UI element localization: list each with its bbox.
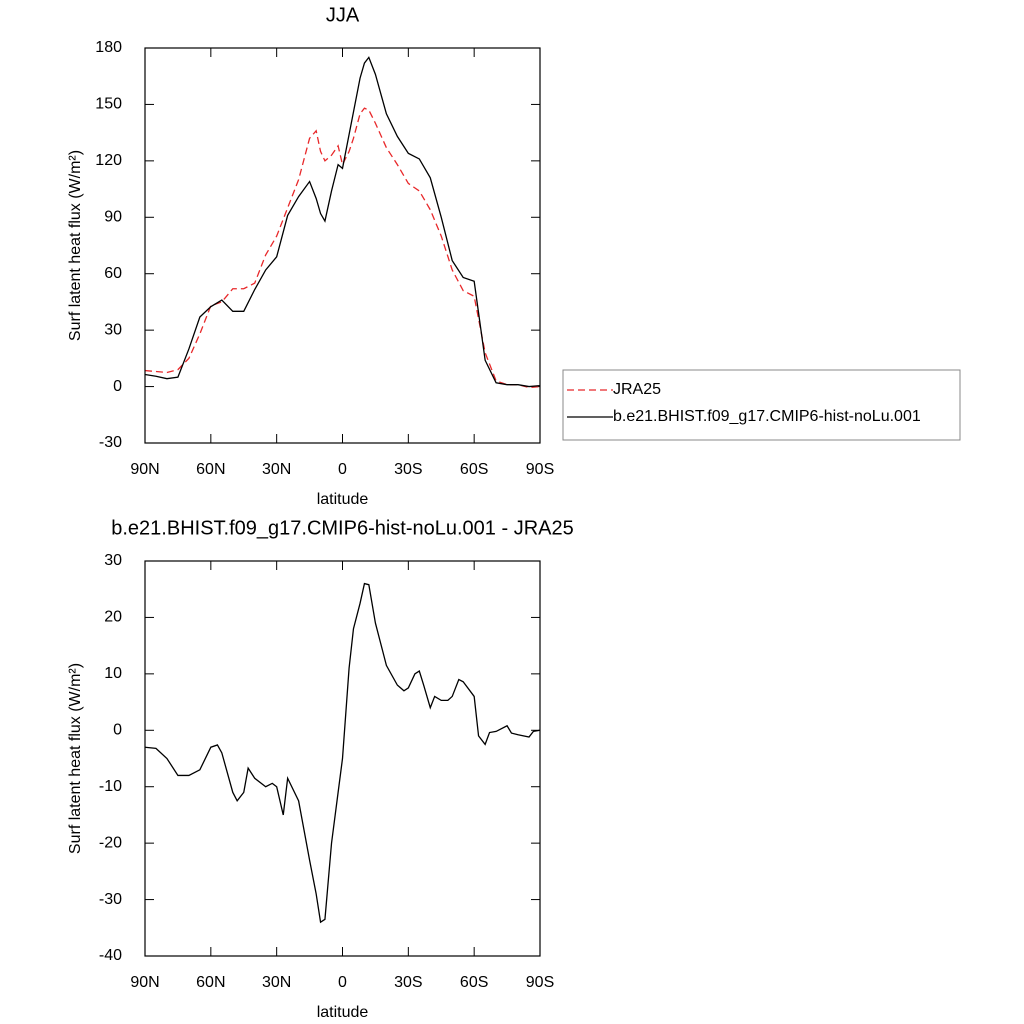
y-tick-label: 10 — [104, 665, 122, 682]
x-axis-label: latitude — [317, 491, 369, 508]
y-tick-label: 30 — [104, 552, 122, 569]
y-tick-label: -40 — [99, 947, 122, 964]
data-line — [144, 107, 541, 389]
y-tick-label: 90 — [104, 209, 122, 226]
x-tick-label: 60N — [196, 461, 225, 478]
y-tick-label: 120 — [95, 152, 122, 169]
y-tick-label: -30 — [99, 891, 122, 908]
plot-frame — [144, 560, 541, 957]
y-tick-label: -10 — [99, 778, 122, 795]
x-axis-label: latitude — [317, 1004, 369, 1021]
x-tick-label: 0 — [338, 461, 347, 478]
x-tick-label: 90N — [130, 974, 159, 991]
legend-label: JRA25 — [613, 381, 661, 398]
chart-title: b.e21.BHIST.f09_g17.CMIP6-hist-noLu.001 … — [111, 517, 573, 539]
legend-label: b.e21.BHIST.f09_g17.CMIP6-hist-noLu.001 — [613, 408, 921, 425]
chart-title: JJA — [326, 4, 360, 26]
y-axis-label: Surf latent heat flux (W/m²) — [67, 150, 84, 341]
y-tick-label: 0 — [113, 378, 122, 395]
data-line — [144, 582, 541, 924]
x-tick-label: 90S — [526, 461, 554, 478]
y-tick-label: 0 — [113, 722, 122, 739]
y-tick-label: 30 — [104, 321, 122, 338]
x-tick-label: 60S — [460, 461, 488, 478]
x-tick-label: 60N — [196, 974, 225, 991]
x-tick-label: 30N — [262, 974, 291, 991]
data-line — [144, 56, 541, 388]
y-axis-label: Surf latent heat flux (W/m²) — [67, 663, 84, 854]
x-tick-label: 0 — [338, 974, 347, 991]
x-tick-label: 30N — [262, 461, 291, 478]
x-tick-label: 60S — [460, 974, 488, 991]
legend: JRA25 b.e21.BHIST.f09_g17.CMIP6-hist-noLu… — [562, 369, 961, 441]
legend-box — [562, 369, 961, 441]
y-tick-label: 20 — [104, 609, 122, 626]
x-tick-label: 90S — [526, 974, 554, 991]
y-tick-label: 60 — [104, 265, 122, 282]
y-tick-label: -30 — [99, 434, 122, 451]
x-tick-label: 90N — [130, 461, 159, 478]
y-tick-label: -20 — [99, 834, 122, 851]
x-tick-label: 30S — [394, 461, 422, 478]
plot-frame — [144, 47, 541, 444]
y-tick-label: 150 — [95, 96, 122, 113]
y-tick-label: 180 — [95, 39, 122, 56]
x-tick-label: 30S — [394, 974, 422, 991]
